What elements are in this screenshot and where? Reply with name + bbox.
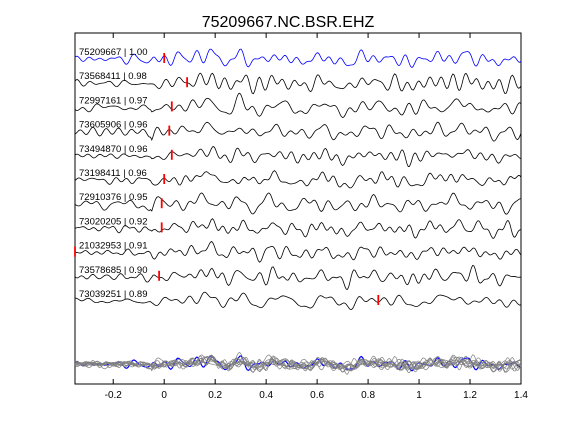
trace-label: 75209667 | 1.00 [79,47,148,58]
stack-trace-line [74,356,522,372]
trace-label: 73020205 | 0.92 [79,216,148,227]
x-tick-label: 0.2 [208,390,222,401]
trace-line [74,170,522,189]
trace-line [74,146,522,167]
trace-line [74,291,522,311]
x-tick-label: -0.2 [105,390,123,401]
trace-label: 73039251 | 0.89 [79,289,148,300]
trace-line [74,48,522,68]
x-tick-label: 0.4 [259,390,273,401]
x-axis-ticks: -0.2 0 0.2 0.4 0.6 0.8 1 1.2 1.4 [105,33,528,401]
x-tick-label: 1 [416,390,422,401]
trace-label: 73578685 | 0.90 [79,265,148,276]
trace-label: 73198411 | 0.96 [79,168,147,179]
stack-trace-line [74,355,522,373]
trace-label: 73568411 | 0.98 [79,71,147,82]
trace-line [74,264,522,290]
trace-label: 21032953 | 0.91 [79,241,148,252]
trace-label: 72997161 | 0.97 [79,95,148,106]
x-tick-label: 0 [161,390,167,401]
trace-line [74,241,522,263]
x-tick-label: 1.2 [463,390,477,401]
trace-line [74,192,522,215]
x-tick-label: 0.8 [361,390,375,401]
trace-label: 73605906 | 0.96 [79,120,148,131]
overlay-stack [74,352,522,375]
plot-area [74,32,522,385]
stack-trace-line [74,354,522,373]
trace-line [74,92,522,118]
trace-label: 72910376 | 0.95 [79,192,148,203]
x-tick-label: 1.4 [514,390,528,401]
trace-label: 73494870 | 0.96 [79,144,148,155]
trace-line [74,218,522,239]
trace-line [74,72,522,95]
chart-title: 75209667.NC.BSR.EHZ [202,14,375,31]
trace-line [74,121,522,142]
trace-group: 75209667 | 1.00 73568411 | 0.98 72997161 |… [74,47,522,311]
x-tick-label: 0.6 [310,390,324,401]
